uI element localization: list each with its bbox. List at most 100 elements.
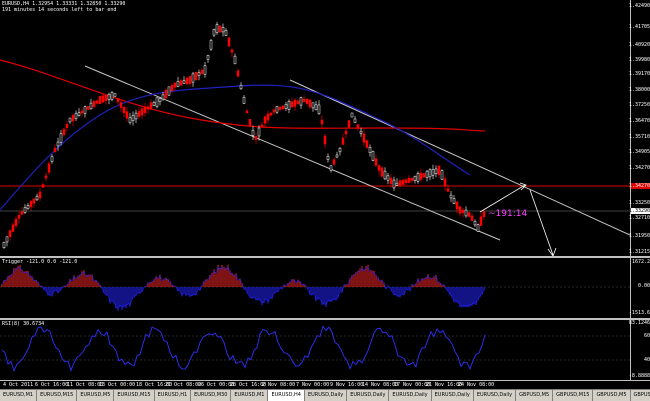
price-axis-label: 1.40920 <box>628 42 650 48</box>
candle-body <box>215 24 219 33</box>
chart-tab[interactable]: EURUSD,H1 <box>154 390 192 401</box>
candle-body <box>422 173 426 178</box>
chart-tab[interactable]: EURUSD,Daily <box>473 390 517 401</box>
rsi-axis-40: 40 <box>643 357 650 363</box>
price-axis-label: 1.41705 <box>628 24 650 30</box>
pane-divider[interactable] <box>0 256 650 258</box>
candle-body <box>323 135 327 145</box>
candle-body <box>392 179 396 189</box>
candle-body <box>53 147 57 153</box>
candle-body <box>107 94 111 100</box>
candle-body <box>113 93 117 97</box>
chart-tab[interactable]: EURUSD,M1 <box>0 390 38 401</box>
chart-tab[interactable]: GBPUSD,r <box>630 390 650 401</box>
moving-average-fast <box>0 84 471 211</box>
candle-body <box>440 170 444 180</box>
candle-body <box>431 169 435 176</box>
price-axis[interactable]: 1.42490 1.41705 1.40920 1.39980 1.39170 1.380… <box>628 0 650 256</box>
candle-body <box>263 116 267 124</box>
chart-tab[interactable]: EURUSD,Daily <box>389 390 432 401</box>
candle-body <box>317 104 321 114</box>
candle-body <box>137 111 141 117</box>
candle-body <box>326 156 330 160</box>
chart-tab[interactable]: GBPUSD,M5 <box>516 390 554 401</box>
candle-body <box>158 98 162 102</box>
time-axis-label: 11 Oct 08:00 <box>67 382 104 388</box>
candle-body <box>164 89 168 99</box>
candle-body <box>212 29 216 36</box>
candle-body <box>434 168 438 174</box>
candle-body <box>65 123 69 129</box>
chart-tab[interactable]: EURUSD,M1 <box>231 390 269 401</box>
trigger-indicator-pane[interactable]: Trigger -121.0 0.0 -121.0 <box>0 258 630 318</box>
candle-body <box>449 194 453 199</box>
chart-tab[interactable]: GBPUSD,M15 <box>553 390 594 401</box>
candle-body <box>347 120 351 128</box>
candle-body <box>407 177 411 183</box>
time-axis-label: 14 Nov 08:00 <box>362 382 399 388</box>
price-chart-canvas[interactable] <box>0 0 630 256</box>
candle-body <box>473 221 477 226</box>
candle-body <box>32 198 36 204</box>
candle-body <box>185 77 189 85</box>
price-axis-label: 1.42490 <box>628 3 650 9</box>
rsi-indicator-pane[interactable]: RSI(8) 30.6734 <box>0 320 630 380</box>
chart-tab[interactable]: GBPUSD,M5 <box>593 390 631 401</box>
rsi-axis: 83.1246 60 40 -8.8888 <box>629 320 650 380</box>
candle-body <box>206 55 210 60</box>
candle-body <box>239 84 243 90</box>
candle-body <box>74 113 78 119</box>
candle-body <box>62 128 66 136</box>
candle-body <box>125 111 129 119</box>
chart-tab[interactable]: EURUSD,Daily <box>431 390 474 401</box>
candle-body <box>476 224 480 232</box>
chart-tab[interactable]: EURUSD,Daily <box>304 390 348 401</box>
candle-body <box>44 175 48 179</box>
price-axis-label: 1.39170 <box>628 71 650 77</box>
candle-body <box>311 102 315 109</box>
candle-body <box>59 133 63 143</box>
candle-body <box>176 81 180 87</box>
channel-upper-line <box>289 79 630 236</box>
candle-body <box>470 215 474 221</box>
chart-tab[interactable]: EURUSD,H4 <box>268 390 305 401</box>
candle-body <box>377 165 381 171</box>
time-axis-label: 21 Nov 16:00 <box>426 382 463 388</box>
chart-tab[interactable]: EURUSD,M5 <box>77 390 115 401</box>
candle-body <box>380 167 384 177</box>
trigger-axis-min: -1513.6 <box>628 310 650 316</box>
candle-body <box>101 95 105 103</box>
chart-tab[interactable]: EURUSD,M15 <box>114 390 155 401</box>
price-chart-pane[interactable]: EURUSD,H4 1.32954 1.33331 1.32850 1.3329… <box>0 0 630 256</box>
candle-body <box>242 97 246 104</box>
candle-body <box>143 106 147 114</box>
price-axis-label: 1.34905 <box>628 149 650 155</box>
price-axis-label: 1.37250 <box>628 102 650 108</box>
time-axis[interactable]: 4 Oct 2011 6 Oct 16:00 11 Oct 08:00 13 Oct … <box>0 380 650 390</box>
price-axis-label: 1.36470 <box>628 118 650 124</box>
chart-tab[interactable]: EURUSD,Daily <box>347 390 390 401</box>
candle-body <box>227 37 231 47</box>
candle-body <box>350 112 354 118</box>
candle-body <box>305 98 309 104</box>
candle-body <box>167 86 171 96</box>
candle-body <box>245 110 249 114</box>
trigger-axis: 1672.2 0.00 -1513.6 <box>628 258 650 318</box>
chart-tab[interactable]: EURUSD,M30 <box>191 390 232 401</box>
candle-body <box>122 106 126 114</box>
price-axis-label: 1.35710 <box>628 134 650 140</box>
channel-lower-line <box>84 65 501 241</box>
price-axis-label: 1.34270 <box>628 165 650 171</box>
candle-body <box>413 175 417 181</box>
price-axis-label: 1.32710 <box>628 215 650 221</box>
candle-body <box>443 178 447 187</box>
candle-body <box>119 102 123 108</box>
candle-body <box>446 188 450 192</box>
candle-body <box>2 242 6 248</box>
trigger-signal-line <box>1 266 485 309</box>
pane-divider[interactable] <box>0 318 650 320</box>
candle-body <box>23 207 27 213</box>
chart-tab[interactable]: EURUSD,M15 <box>37 390 78 401</box>
candle-body <box>272 109 276 113</box>
